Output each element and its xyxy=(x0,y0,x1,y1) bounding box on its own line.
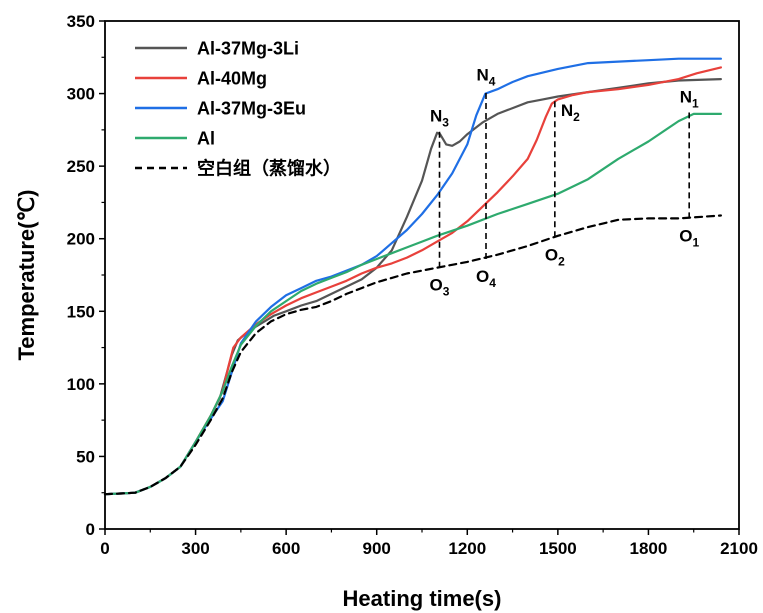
x-tick-label: 300 xyxy=(181,539,209,558)
point-label: N3 xyxy=(430,106,449,129)
plot-frame xyxy=(104,20,740,530)
y-tick-label: 0 xyxy=(86,520,95,539)
legend-label: Al xyxy=(197,129,215,149)
y-tick-label: 200 xyxy=(67,230,95,249)
series-line-2 xyxy=(103,57,722,496)
point-label: O4 xyxy=(476,267,496,290)
point-label: O2 xyxy=(545,245,565,268)
x-tick-label: 1500 xyxy=(539,539,577,558)
point-label: O1 xyxy=(679,226,699,249)
legend-label: Al-37Mg-3Eu xyxy=(197,99,306,119)
y-tick-label: 350 xyxy=(67,12,95,31)
y-tick-label: 150 xyxy=(67,302,95,321)
point-label: N4 xyxy=(477,66,496,89)
legend-label: Al-37Mg-3Li xyxy=(197,39,299,59)
point-label: O3 xyxy=(430,276,450,299)
x-tick-label: 900 xyxy=(363,539,391,558)
y-tick-label: 100 xyxy=(67,375,95,394)
y-tick-label: 250 xyxy=(67,157,95,176)
x-axis-title: Heating time(s) xyxy=(343,586,502,611)
x-tick-label: 1200 xyxy=(448,539,486,558)
x-tick-label: 600 xyxy=(272,539,300,558)
x-tick-label: 0 xyxy=(100,539,109,558)
y-axis-title: Temperature(℃) xyxy=(14,190,39,361)
x-tick-label: 1800 xyxy=(630,539,668,558)
y-tick-label: 300 xyxy=(67,85,95,104)
x-tick-label: 2100 xyxy=(720,539,758,558)
legend-label: 空白组（蒸馏水） xyxy=(197,158,341,179)
y-tick-label: 50 xyxy=(76,447,95,466)
point-label: N1 xyxy=(680,87,699,110)
tick-layer: 0 300 600 900 1200 1500 1800 2100 0 50 100 150 200 25… xyxy=(67,12,758,558)
annotation-layer: N3 O3 N4 O4 N2 O2 N1 O1 xyxy=(430,66,700,299)
series-layer xyxy=(103,57,722,496)
legend: Al-37Mg-3Li Al-40Mg Al-37Mg-3Eu Al 空白组（蒸馏水） xyxy=(135,39,341,179)
point-label: N2 xyxy=(561,101,580,124)
series-line-3 xyxy=(103,112,722,496)
legend-label: Al-40Mg xyxy=(197,69,267,89)
series-line-4 xyxy=(103,214,722,496)
guide-layer xyxy=(438,90,690,268)
